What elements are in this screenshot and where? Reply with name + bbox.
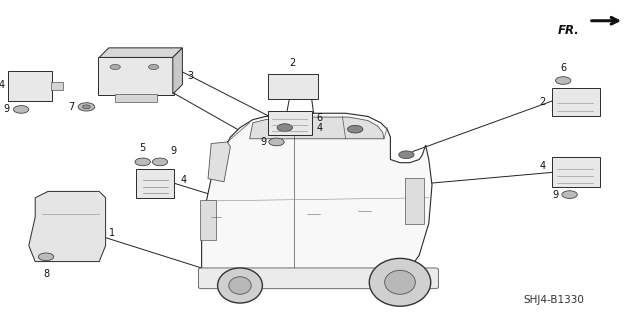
Polygon shape	[202, 113, 432, 287]
FancyBboxPatch shape	[405, 178, 424, 224]
FancyBboxPatch shape	[200, 200, 216, 240]
Ellipse shape	[385, 270, 415, 294]
Circle shape	[152, 158, 168, 166]
Text: SHJ4-B1330: SHJ4-B1330	[523, 295, 584, 305]
Text: FR.: FR.	[557, 24, 579, 37]
Circle shape	[78, 103, 95, 111]
Text: 5: 5	[140, 143, 146, 153]
Circle shape	[556, 77, 571, 84]
Text: 9: 9	[552, 189, 558, 200]
Polygon shape	[99, 48, 182, 57]
Ellipse shape	[229, 277, 252, 294]
Text: 3: 3	[187, 71, 193, 81]
Circle shape	[110, 64, 120, 70]
FancyBboxPatch shape	[8, 71, 52, 101]
FancyBboxPatch shape	[51, 82, 63, 90]
Text: 4: 4	[540, 161, 546, 171]
Polygon shape	[250, 117, 384, 139]
Polygon shape	[173, 48, 182, 94]
Text: 7: 7	[68, 102, 75, 112]
Text: 8: 8	[43, 269, 49, 279]
Circle shape	[13, 106, 29, 113]
Text: 2: 2	[290, 58, 296, 68]
Text: 9: 9	[3, 104, 10, 115]
Ellipse shape	[218, 268, 262, 303]
Ellipse shape	[369, 258, 431, 306]
Text: 4: 4	[317, 122, 323, 133]
FancyBboxPatch shape	[552, 88, 600, 116]
Text: 1: 1	[109, 228, 115, 238]
Circle shape	[269, 138, 284, 146]
FancyBboxPatch shape	[98, 57, 174, 95]
Text: 4: 4	[0, 79, 4, 90]
Text: 4: 4	[180, 175, 187, 185]
FancyBboxPatch shape	[115, 94, 157, 102]
Circle shape	[562, 191, 577, 198]
Text: 2: 2	[540, 97, 546, 107]
Circle shape	[348, 125, 363, 133]
Circle shape	[135, 158, 150, 166]
Text: 9: 9	[170, 146, 177, 156]
Circle shape	[277, 124, 292, 131]
FancyBboxPatch shape	[268, 111, 312, 135]
Text: 6: 6	[560, 63, 566, 72]
Circle shape	[38, 253, 54, 261]
Text: 9: 9	[260, 137, 266, 147]
FancyBboxPatch shape	[198, 268, 438, 289]
Circle shape	[83, 105, 90, 109]
Polygon shape	[208, 142, 230, 182]
Circle shape	[399, 151, 414, 159]
FancyBboxPatch shape	[552, 157, 600, 187]
Text: 6: 6	[317, 113, 323, 123]
Circle shape	[148, 64, 159, 70]
FancyBboxPatch shape	[136, 169, 174, 197]
Polygon shape	[29, 191, 106, 262]
FancyBboxPatch shape	[268, 74, 318, 99]
